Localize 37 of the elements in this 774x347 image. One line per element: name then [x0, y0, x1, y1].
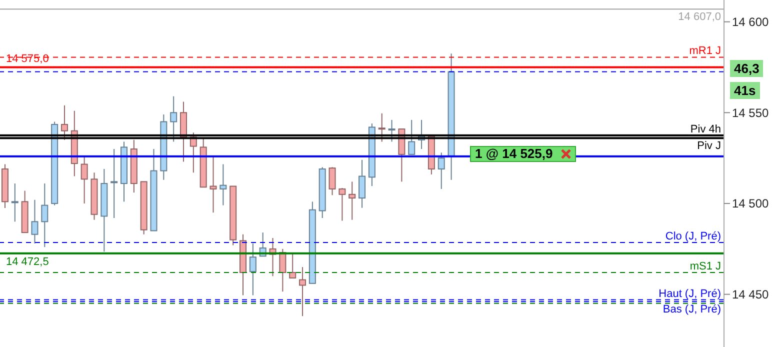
candlestick	[388, 119, 396, 142]
candlestick	[358, 159, 366, 208]
text: 46,3	[730, 60, 764, 77]
candlestick	[41, 182, 48, 248]
candlestick	[348, 181, 356, 220]
ref-line-label: Piv 4h	[690, 123, 721, 136]
annotation: 14 472,5	[6, 256, 49, 268]
candlestick	[338, 188, 346, 222]
candlestick	[110, 148, 118, 219]
candlestick	[11, 182, 18, 222]
y-tick-label: 14 550	[732, 106, 770, 120]
ref-line-label: Clo (J, Pré)	[665, 230, 721, 243]
ref-line-label: Piv J	[697, 140, 721, 152]
y-tick-label: 14 600	[732, 15, 770, 30]
candlestick	[170, 96, 178, 142]
ref-line-label: mR1 J	[689, 45, 721, 58]
annotation: 14 575,0	[6, 53, 49, 66]
candlestick	[328, 166, 336, 196]
text: 41s	[730, 82, 760, 99]
candlestick	[289, 252, 296, 278]
candlestick	[220, 164, 227, 206]
candlestick	[249, 242, 256, 296]
candlestick	[210, 156, 217, 214]
candlestick	[378, 112, 386, 142]
candlestick	[80, 156, 88, 204]
candlestick	[60, 104, 68, 140]
candlestick	[31, 199, 38, 244]
ref-line-label: mS1 J	[690, 260, 721, 273]
y-tick-label: 14 500	[732, 196, 770, 211]
y-tick-label: 14 450	[732, 288, 770, 302]
ref-line-label: 14 607,0	[678, 10, 721, 23]
ref-line-label: Haut (J, Pré)	[658, 288, 721, 300]
candlestick	[299, 266, 306, 317]
candlestick	[408, 119, 416, 155]
ref-line-label: Bas (J, Pré)	[662, 303, 721, 316]
annotation: 1 @ 14 525,9	[475, 146, 553, 162]
candlestick	[438, 152, 445, 190]
